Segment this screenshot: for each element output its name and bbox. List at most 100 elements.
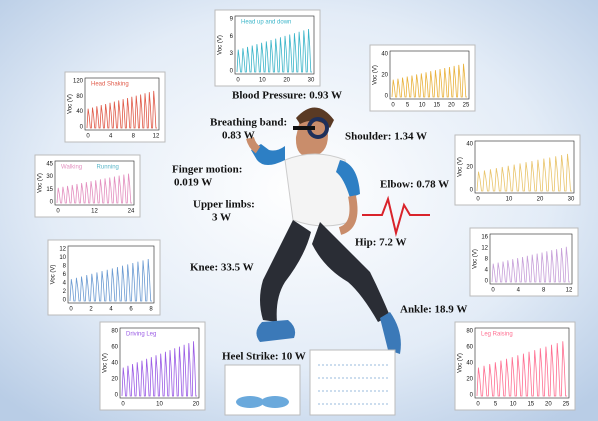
y-axis-label: Voc (V)	[38, 173, 44, 193]
x-tick-label: 12	[153, 134, 160, 140]
runner	[246, 107, 401, 354]
y-tick-label: 6	[63, 272, 67, 278]
power-label: Elbow: 0.78 W	[380, 179, 449, 191]
power-label: Shoulder: 1.34 W	[345, 131, 427, 143]
x-tick-label: 25	[563, 402, 570, 408]
waveform	[121, 341, 197, 397]
power-label: Breathing band:	[210, 117, 287, 129]
y-tick-label: 8	[63, 264, 67, 270]
y-axis-label: Voc (V)	[458, 157, 464, 177]
inset-frame	[369, 44, 476, 112]
power-label: Ankle: 18.9 W	[400, 304, 467, 316]
y-tick-label: 15	[46, 187, 53, 193]
y-tick-label: 0	[485, 279, 489, 285]
x-tick-label: 15	[527, 402, 534, 408]
x-tick-label: 10	[156, 402, 163, 408]
waveform	[236, 28, 312, 73]
x-tick-label: 10	[506, 197, 513, 203]
x-tick-label: 0	[69, 307, 73, 313]
x-tick-label: 20	[283, 78, 290, 84]
y-tick-label: 16	[481, 235, 488, 241]
inset-title: Driving Leg	[126, 332, 156, 338]
y-tick-label: 80	[76, 94, 83, 100]
x-tick-label: 0	[56, 209, 60, 215]
inset-frame	[454, 134, 581, 206]
y-tick-label: 4	[485, 268, 489, 274]
x-tick-label: 4	[109, 134, 113, 140]
inset-title: Head up and down	[241, 20, 291, 26]
inset-title: Walking	[61, 165, 82, 171]
y-axis-label: Voc (V)	[68, 94, 74, 114]
x-tick-label: 12	[566, 288, 573, 294]
power-label: Hip: 7.2 W	[355, 237, 406, 249]
x-tick-label: 5	[406, 103, 410, 109]
x-tick-label: 8	[132, 134, 136, 140]
x-tick-label: 0	[86, 134, 90, 140]
y-tick-label: 0	[470, 188, 474, 194]
inset-title: Leg Raising	[481, 332, 513, 338]
power-label: 0.019 W	[174, 177, 212, 189]
x-tick-label: 10	[510, 402, 517, 408]
x-tick-label: 25	[463, 103, 470, 109]
y-tick-label: 80	[466, 329, 473, 335]
waveform	[69, 258, 152, 302]
y-axis-label: Voc (V)	[458, 353, 464, 373]
y-tick-label: 12	[481, 246, 488, 252]
y-tick-label: 0	[115, 393, 119, 399]
plot-area	[389, 50, 470, 100]
y-tick-label: 0	[385, 94, 389, 100]
y-axis-label: Voc (V)	[373, 65, 379, 85]
y-tick-label: 40	[76, 109, 83, 115]
y-tick-label: 60	[466, 345, 473, 351]
x-tick-label: 10	[259, 78, 266, 84]
x-tick-label: 30	[568, 197, 575, 203]
power-label: Heel Strike: 10 W	[222, 351, 306, 363]
y-tick-label: 6	[230, 34, 234, 40]
y-tick-label: 60	[111, 345, 118, 351]
y-tick-label: 80	[111, 329, 118, 335]
plot-area	[119, 327, 200, 399]
inset-frame	[214, 9, 321, 87]
x-tick-label: 0	[476, 402, 480, 408]
inset-frame	[34, 154, 141, 218]
x-tick-label: 20	[193, 402, 200, 408]
y-tick-label: 20	[466, 165, 473, 171]
y-tick-label: 45	[46, 162, 53, 168]
x-tick-label: 30	[308, 78, 315, 84]
y-tick-label: 2	[63, 289, 67, 295]
x-tick-label: 12	[91, 209, 98, 215]
x-tick-label: 4	[517, 288, 521, 294]
inset-frame	[469, 227, 579, 297]
y-axis-label: Voc (V)	[103, 353, 109, 373]
x-tick-label: 6	[129, 307, 133, 313]
heel-strike-inset	[224, 364, 301, 416]
y-tick-label: 20	[111, 377, 118, 383]
plot-area	[474, 140, 575, 194]
power-label: Knee: 33.5 W	[190, 262, 254, 274]
plot-area	[234, 15, 315, 75]
x-tick-label: 15	[433, 103, 440, 109]
x-tick-label: 20	[448, 103, 455, 109]
y-tick-label: 8	[485, 257, 489, 263]
y-tick-label: 0	[80, 125, 84, 131]
y-tick-label: 40	[466, 361, 473, 367]
y-tick-label: 40	[381, 52, 388, 58]
inset-title: Running	[97, 165, 119, 171]
x-tick-label: 0	[391, 103, 395, 109]
y-axis-label: Voc (V)	[51, 265, 57, 285]
y-tick-label: 0	[63, 298, 67, 304]
y-axis-label: Voc (V)	[473, 249, 479, 269]
inset-frame	[454, 321, 576, 411]
waveform	[491, 246, 570, 283]
x-tick-label: 0	[491, 288, 495, 294]
y-tick-label: 10	[59, 255, 66, 261]
y-tick-label: 0	[50, 200, 54, 206]
power-label: Finger motion:	[172, 164, 242, 176]
x-tick-label: 8	[542, 288, 546, 294]
plot-area	[54, 160, 135, 206]
x-tick-label: 4	[109, 307, 113, 313]
y-tick-label: 9	[230, 17, 234, 23]
x-tick-label: 0	[476, 197, 480, 203]
